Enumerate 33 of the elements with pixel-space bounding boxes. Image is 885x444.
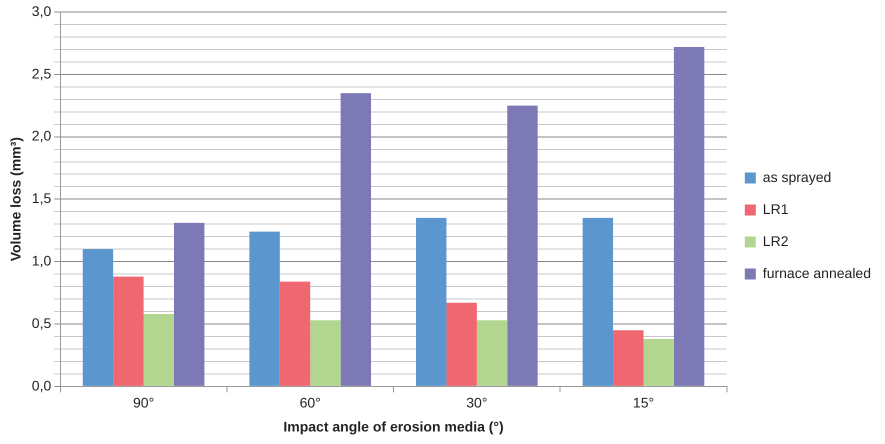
bar [280,282,310,386]
x-tick-label: 30° [466,394,488,411]
legend-label: LR2 [762,232,789,249]
bar [144,314,174,386]
legend-label: furnace annealed [762,264,872,281]
bar [416,218,446,386]
x-tick-label: 90° [132,394,154,411]
x-axis-title: Impact angle of erosion media (°) [283,418,504,434]
bar [582,218,614,386]
y-tick-label: 2,0 [32,128,52,144]
y-axis-title: Volume loss (mm³) [7,137,24,262]
bar [476,320,508,386]
bar [643,338,674,386]
y-tick-label: 0,0 [32,377,52,394]
y-tick-label: 0,5 [32,314,52,331]
legend-label: LR1 [762,200,789,217]
bar [113,276,144,386]
y-tick-label: 1,5 [32,190,52,206]
bar [249,232,280,386]
bar [340,93,372,386]
x-tick-label: 60° [300,394,321,411]
bar [674,46,704,386]
bar [310,320,341,386]
y-tick-label: 2,5 [32,65,52,82]
bar [613,330,644,386]
bar [82,249,114,386]
legend-label: as sprayed [762,168,832,185]
bar [507,106,538,386]
bar [174,222,204,386]
bar [446,302,477,386]
x-tick-label: 15° [632,394,654,411]
y-tick-label: 3,0 [32,2,52,19]
y-tick-label: 1,0 [32,252,52,268]
